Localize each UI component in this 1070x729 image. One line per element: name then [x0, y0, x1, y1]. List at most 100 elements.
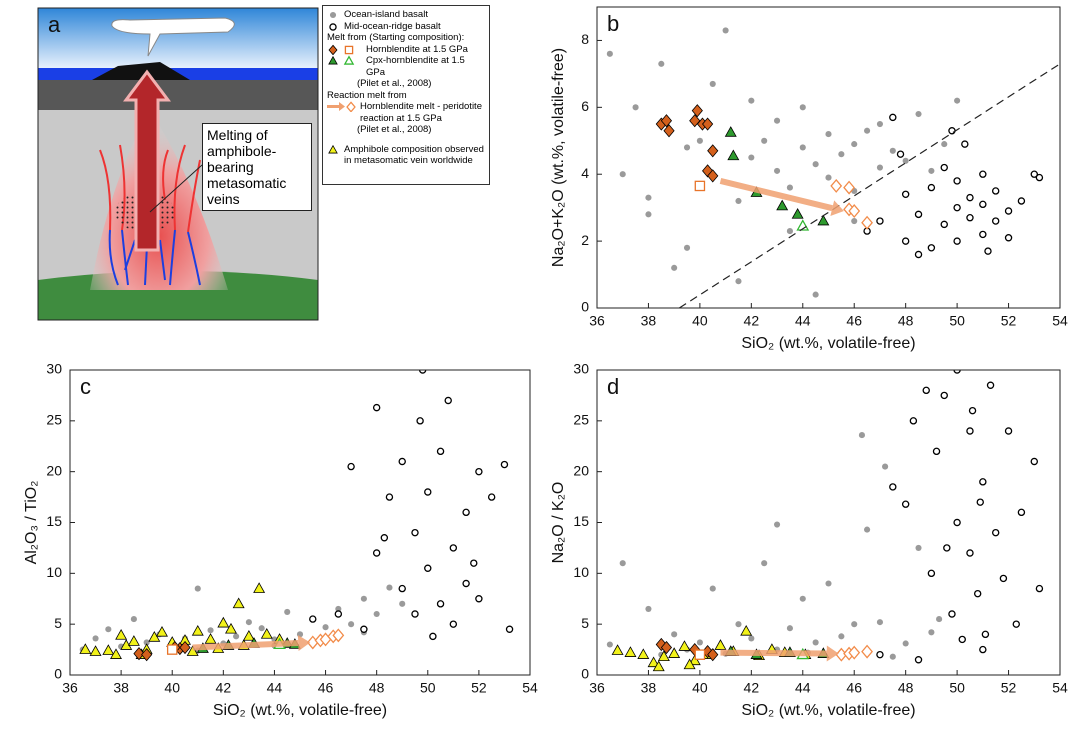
- point: [941, 141, 948, 148]
- point: [922, 386, 930, 395]
- point: [143, 639, 150, 646]
- point: [470, 559, 478, 567]
- y-tick-label: 0: [581, 666, 589, 682]
- point: [976, 498, 984, 506]
- y-tick-label: 2: [581, 232, 589, 248]
- legend-symbol: [328, 144, 338, 153]
- legend-text: (Pilet et al., 2008): [327, 124, 485, 136]
- point: [696, 137, 703, 144]
- y-axis-label: Na₂O / K₂O: [550, 482, 567, 564]
- point: [141, 648, 153, 662]
- point: [915, 544, 922, 551]
- point: [1035, 584, 1044, 593]
- point: [953, 177, 961, 185]
- point: [343, 55, 355, 65]
- x-tick-label: 46: [846, 680, 862, 696]
- point: [973, 589, 982, 598]
- y-tick-label: 5: [581, 615, 589, 631]
- point: [645, 194, 652, 201]
- point: [932, 447, 941, 456]
- point: [979, 478, 987, 486]
- x-tick-label: 50: [949, 680, 965, 696]
- x-tick-label: 52: [1001, 313, 1017, 329]
- point: [748, 635, 755, 642]
- y-axis-label: Na₂O+K₂O (wt.%, volatile-free): [550, 48, 567, 267]
- point: [624, 646, 637, 657]
- points: [606, 370, 1044, 672]
- point: [858, 432, 865, 439]
- x-tick-label: 44: [795, 313, 811, 329]
- point: [258, 625, 265, 632]
- legend-text: (Pilet et al., 2008): [327, 78, 485, 90]
- point: [232, 597, 245, 609]
- point: [901, 500, 910, 508]
- x-tick-label: 42: [744, 313, 760, 329]
- point: [702, 117, 714, 131]
- point: [902, 157, 909, 164]
- point: [735, 197, 742, 205]
- point: [645, 211, 652, 218]
- callout: Melting of amphibole-bearing metasomatic…: [202, 123, 312, 211]
- x-tick-label: 38: [641, 313, 657, 329]
- point: [709, 585, 716, 592]
- point: [179, 640, 191, 655]
- point: [928, 629, 935, 636]
- point: [424, 488, 432, 496]
- point: [92, 635, 99, 642]
- x-tick-label: 36: [62, 680, 78, 696]
- point: [191, 624, 204, 636]
- point: [611, 644, 624, 655]
- point: [1035, 173, 1044, 182]
- point: [694, 180, 706, 192]
- point: [322, 624, 329, 631]
- point: [776, 199, 789, 211]
- point: [961, 140, 969, 148]
- y-tick-label: 20: [46, 462, 62, 478]
- y-tick-label: 25: [573, 412, 589, 428]
- point: [655, 637, 667, 652]
- point: [714, 639, 727, 650]
- point: [943, 544, 951, 552]
- point: [373, 610, 380, 618]
- point: [986, 381, 995, 389]
- point: [500, 460, 509, 469]
- point: [242, 630, 255, 641]
- point: [1004, 207, 1013, 215]
- point: [372, 403, 381, 412]
- point: [683, 144, 691, 151]
- panel-label: b: [607, 11, 619, 36]
- legend-symbol: [328, 55, 355, 65]
- point: [799, 104, 806, 111]
- y-tick-label: 0: [54, 666, 62, 682]
- point: [334, 610, 343, 618]
- point: [861, 215, 873, 230]
- legend-label: Amphibole composition observed in metaso…: [344, 143, 484, 167]
- point: [233, 633, 240, 640]
- y-tick-label: 0: [581, 299, 589, 315]
- point: [194, 585, 201, 592]
- point: [927, 244, 936, 252]
- point: [876, 217, 884, 225]
- point: [207, 627, 214, 634]
- x-tick-label: 44: [267, 680, 283, 696]
- x-tick-label: 38: [113, 680, 129, 696]
- point: [110, 648, 122, 659]
- point: [429, 632, 437, 641]
- legend-symbol: [327, 101, 356, 112]
- point: [889, 147, 896, 154]
- x-tick-label: 44: [795, 680, 811, 696]
- point: [619, 560, 626, 567]
- point: [707, 144, 719, 158]
- point: [896, 150, 905, 158]
- frame: [69, 369, 531, 676]
- x-tick-label: 42: [216, 680, 232, 696]
- legend-text: (Pilet et al., 2008): [357, 124, 432, 135]
- point: [380, 534, 389, 542]
- point: [671, 631, 678, 638]
- point: [948, 610, 956, 618]
- point: [914, 250, 923, 259]
- point: [966, 193, 974, 202]
- point: [127, 635, 140, 646]
- point: [696, 639, 703, 646]
- legend-item: Ocean-island basalt: [327, 9, 485, 21]
